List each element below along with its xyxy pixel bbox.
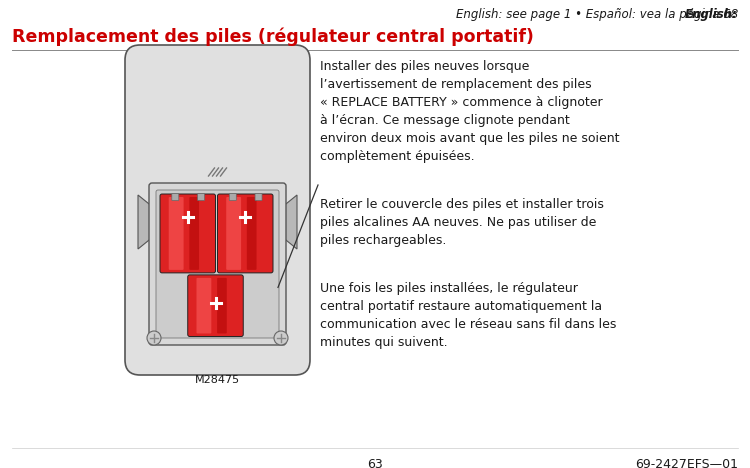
FancyBboxPatch shape <box>172 193 178 200</box>
FancyBboxPatch shape <box>255 193 262 200</box>
Circle shape <box>147 331 161 345</box>
Polygon shape <box>138 195 158 249</box>
FancyBboxPatch shape <box>196 278 211 334</box>
Text: 69-2427EFS—01: 69-2427EFS—01 <box>635 458 738 468</box>
FancyBboxPatch shape <box>169 197 184 270</box>
Polygon shape <box>277 195 297 249</box>
FancyBboxPatch shape <box>226 197 241 270</box>
FancyBboxPatch shape <box>156 190 279 338</box>
Text: Une fois les piles installées, le régulateur
central portatif restaure automatiq: Une fois les piles installées, le régula… <box>320 282 616 349</box>
FancyBboxPatch shape <box>149 183 286 345</box>
FancyBboxPatch shape <box>230 193 236 200</box>
FancyBboxPatch shape <box>217 194 273 273</box>
Text: Retirer le couvercle des piles et installer trois
piles alcalines AA neuves. Ne : Retirer le couvercle des piles et instal… <box>320 198 604 247</box>
Text: 63: 63 <box>368 458 382 468</box>
Text: English: see page 1 • Español: vea la página 68: English: see page 1 • Español: vea la pá… <box>456 8 738 21</box>
FancyBboxPatch shape <box>125 45 310 375</box>
FancyBboxPatch shape <box>197 193 205 200</box>
Text: Remplacement des piles (régulateur central portatif): Remplacement des piles (régulateur centr… <box>12 28 534 46</box>
Text: English:: English: <box>686 8 738 21</box>
Text: M28475: M28475 <box>195 375 240 385</box>
FancyBboxPatch shape <box>247 197 256 270</box>
Circle shape <box>274 331 288 345</box>
Text: Installer des piles neuves lorsque
l’avertissement de remplacement des piles
« R: Installer des piles neuves lorsque l’ave… <box>320 60 620 163</box>
FancyBboxPatch shape <box>188 275 243 336</box>
FancyBboxPatch shape <box>160 194 215 273</box>
FancyBboxPatch shape <box>189 197 199 270</box>
FancyBboxPatch shape <box>217 278 226 334</box>
